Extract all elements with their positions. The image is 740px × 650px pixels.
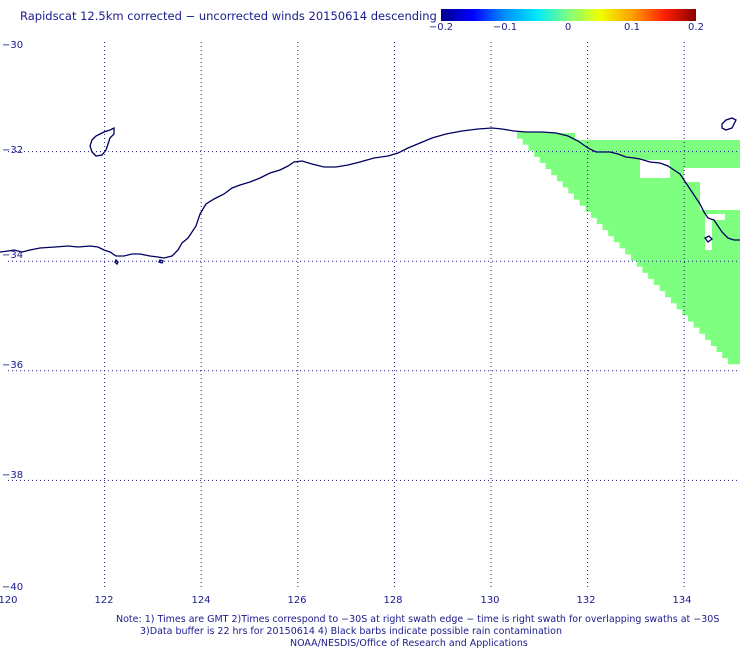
swath-cell-row <box>608 229 740 237</box>
colorbar-tick-label: −0.1 <box>493 22 517 33</box>
swath-cell-row <box>602 223 740 231</box>
colorbar-tick-label: 0 <box>565 22 571 33</box>
swath-gap <box>700 180 740 210</box>
swath-cell-row <box>522 138 740 145</box>
graticule <box>8 42 740 590</box>
swath-gap <box>684 168 740 182</box>
swath-cell-row <box>613 235 740 243</box>
lat-label: −36 <box>2 360 23 371</box>
swath-cell-row <box>699 327 740 334</box>
swath-data-cells <box>517 126 740 365</box>
colorbar: −0.2 −0.1 0 0.1 0.2 <box>429 9 704 33</box>
swath-cell-row <box>596 152 640 172</box>
swath-cell-row <box>579 199 740 206</box>
colorbar-tick-label: 0.1 <box>624 22 640 33</box>
island <box>704 235 713 243</box>
swath-cell-row <box>568 186 740 194</box>
lon-label: 132 <box>576 595 595 606</box>
swath-cell-row <box>640 178 684 188</box>
colorbar-tick-label: −0.2 <box>429 22 453 33</box>
swath-cell-row <box>705 333 740 340</box>
lat-label: −34 <box>2 250 23 261</box>
island <box>114 258 119 266</box>
swath-cell-row <box>716 345 740 353</box>
island <box>158 259 164 264</box>
footnote-line-2: 3)Data buffer is 22 hrs for 20150614 4) … <box>140 626 562 637</box>
swath-cell-row <box>625 247 740 255</box>
swath-cell-row <box>700 250 740 256</box>
swath-cell-row <box>653 278 740 285</box>
lon-label: 124 <box>191 595 210 606</box>
lat-label: −40 <box>2 582 23 593</box>
swath-cell-row <box>585 205 740 212</box>
swath-cell-row <box>676 302 740 310</box>
swath-cell-row <box>659 284 740 292</box>
swath-cell-row <box>596 217 740 224</box>
lon-label: 126 <box>287 595 306 606</box>
swath-cell-row <box>642 266 740 273</box>
swath-cell-row <box>631 254 740 261</box>
lat-label: −38 <box>2 470 23 481</box>
swath-cell-row <box>682 308 740 316</box>
island <box>721 117 737 131</box>
australia-south-coast <box>0 127 740 259</box>
swath-cell-row <box>722 351 740 359</box>
swath-cell-row <box>619 241 740 249</box>
swath-cell-row <box>710 339 740 346</box>
lon-label: 120 <box>0 595 18 606</box>
axis-labels: −30 −32 −34 −36 −38 −40 120 122 124 126 … <box>0 40 692 606</box>
coastline <box>0 117 740 266</box>
lat-label: −30 <box>2 40 23 51</box>
lon-label: 122 <box>94 595 113 606</box>
swath-cell-row <box>684 182 700 208</box>
swath-cell-row <box>648 272 740 279</box>
island <box>89 126 115 157</box>
swath-cell-row <box>727 357 740 365</box>
swath-cell-row <box>528 144 740 151</box>
colorbar-gradient <box>441 9 696 21</box>
swath-cell-row <box>591 211 740 218</box>
lon-label: 130 <box>480 595 499 606</box>
swath-cell-row <box>670 296 740 304</box>
swath-gap <box>575 126 740 140</box>
lon-label: 128 <box>383 595 402 606</box>
swath-cell-row <box>574 193 740 200</box>
swath-cell-row <box>693 321 740 328</box>
lon-label: 134 <box>672 595 691 606</box>
swath-cell-row <box>688 315 740 322</box>
swath-cell-row <box>636 260 740 267</box>
lat-label: −32 <box>2 145 23 156</box>
footnote-credit: NOAA/NESDIS/Office of Research and Appli… <box>290 638 528 649</box>
map-title: Rapidscat 12.5km corrected − uncorrected… <box>20 9 437 23</box>
footnote-line-1: Note: 1) Times are GMT 2)Times correspon… <box>116 614 720 625</box>
swath-cell-row <box>665 290 740 298</box>
colorbar-tick-label: 0.2 <box>688 22 704 33</box>
